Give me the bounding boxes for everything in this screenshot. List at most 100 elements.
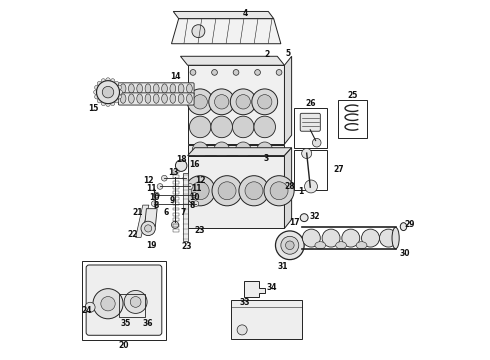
Polygon shape	[285, 56, 292, 144]
Ellipse shape	[137, 94, 143, 103]
Circle shape	[211, 116, 232, 138]
Text: 25: 25	[347, 91, 358, 100]
Circle shape	[193, 95, 207, 109]
Circle shape	[95, 95, 99, 99]
Bar	[173, 202, 179, 205]
Text: 35: 35	[121, 319, 131, 328]
Text: 30: 30	[400, 249, 410, 258]
Circle shape	[264, 176, 294, 206]
Text: 2: 2	[264, 50, 269, 59]
Ellipse shape	[153, 94, 159, 103]
Circle shape	[245, 182, 263, 200]
Circle shape	[97, 99, 101, 103]
Circle shape	[235, 142, 251, 158]
Circle shape	[232, 116, 254, 138]
Ellipse shape	[128, 84, 134, 93]
Circle shape	[255, 69, 260, 75]
Circle shape	[214, 142, 230, 158]
Text: 8: 8	[154, 201, 159, 210]
Text: 11: 11	[191, 184, 202, 193]
Circle shape	[237, 325, 247, 335]
Circle shape	[193, 201, 199, 207]
Text: 8: 8	[190, 201, 195, 210]
Text: 32: 32	[310, 212, 320, 221]
Circle shape	[101, 297, 115, 311]
Text: 7: 7	[181, 208, 186, 217]
Circle shape	[230, 89, 256, 115]
Circle shape	[239, 176, 269, 206]
Text: 23: 23	[194, 226, 205, 235]
Bar	[173, 197, 179, 200]
Circle shape	[94, 90, 98, 94]
Text: 4: 4	[243, 9, 247, 18]
Text: 28: 28	[285, 181, 295, 190]
Circle shape	[313, 138, 321, 147]
Polygon shape	[136, 205, 149, 237]
Polygon shape	[188, 65, 285, 144]
Circle shape	[362, 229, 379, 247]
Circle shape	[236, 95, 250, 109]
Circle shape	[95, 85, 99, 90]
Circle shape	[157, 184, 163, 189]
Ellipse shape	[315, 242, 326, 249]
Polygon shape	[183, 173, 188, 241]
Circle shape	[118, 90, 122, 94]
FancyBboxPatch shape	[119, 83, 194, 95]
Text: 29: 29	[404, 220, 415, 229]
Ellipse shape	[137, 84, 143, 93]
Bar	[173, 229, 179, 232]
FancyBboxPatch shape	[119, 93, 194, 105]
Circle shape	[117, 95, 122, 99]
Ellipse shape	[162, 94, 168, 103]
Circle shape	[270, 182, 288, 200]
Text: 12: 12	[195, 176, 205, 185]
Circle shape	[191, 182, 209, 200]
Ellipse shape	[336, 242, 346, 249]
Circle shape	[187, 89, 213, 115]
Circle shape	[101, 101, 105, 105]
Circle shape	[276, 69, 282, 75]
Ellipse shape	[187, 94, 192, 103]
Bar	[173, 213, 179, 216]
Polygon shape	[188, 145, 285, 155]
Circle shape	[151, 201, 157, 207]
Ellipse shape	[120, 94, 126, 103]
Text: 9: 9	[169, 195, 174, 204]
Bar	[173, 186, 179, 189]
Polygon shape	[245, 281, 265, 297]
Text: 18: 18	[176, 155, 187, 164]
FancyBboxPatch shape	[300, 113, 320, 131]
Circle shape	[218, 182, 236, 200]
Circle shape	[191, 192, 196, 198]
Text: 26: 26	[305, 99, 316, 108]
Bar	[173, 175, 179, 178]
Ellipse shape	[187, 84, 192, 93]
Text: 36: 36	[143, 319, 153, 328]
Bar	[338, 100, 367, 138]
Circle shape	[233, 69, 239, 75]
Circle shape	[185, 176, 215, 206]
Polygon shape	[231, 300, 302, 338]
Circle shape	[111, 101, 115, 105]
Bar	[173, 224, 179, 226]
Polygon shape	[188, 148, 292, 156]
Circle shape	[286, 241, 294, 249]
Circle shape	[102, 86, 114, 98]
Circle shape	[302, 148, 312, 158]
Text: 10: 10	[149, 193, 160, 202]
Polygon shape	[172, 19, 281, 44]
Polygon shape	[285, 148, 292, 228]
Circle shape	[281, 236, 299, 254]
Circle shape	[106, 102, 110, 107]
Text: 31: 31	[278, 262, 288, 271]
Circle shape	[304, 180, 318, 193]
Text: 24: 24	[81, 306, 92, 315]
Circle shape	[192, 142, 208, 158]
Bar	[119, 294, 145, 317]
Text: 6: 6	[164, 208, 169, 217]
Circle shape	[215, 95, 229, 109]
Bar	[173, 219, 179, 221]
Text: 21: 21	[132, 208, 143, 217]
Polygon shape	[145, 209, 157, 226]
Circle shape	[254, 116, 275, 138]
